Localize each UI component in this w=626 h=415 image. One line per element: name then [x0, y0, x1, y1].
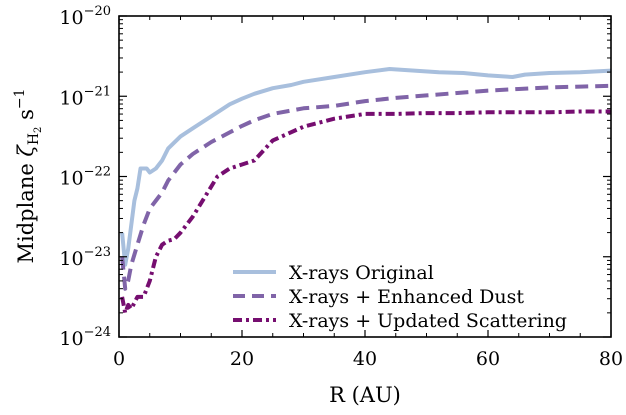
legend-label-original: X-rays Original: [289, 262, 434, 284]
x-tick-label: 0: [113, 348, 125, 370]
y-tick-label: 10−23: [59, 245, 111, 270]
plot-frame: [118, 15, 612, 338]
x-tick-label: 80: [599, 348, 623, 370]
x-tick-label: 40: [353, 348, 377, 370]
x-axis-title: R (AU): [329, 383, 401, 407]
y-tick-label: 10−22: [59, 165, 111, 190]
x-tick-label: 60: [476, 348, 500, 370]
x-tick-label: 20: [230, 348, 254, 370]
y-axis-title: Midplane ζH2 s−1: [12, 88, 44, 263]
legend: X-rays Original X-rays + Enhanced Dust X…: [233, 262, 567, 332]
y-tick-label: 10−24: [59, 325, 111, 350]
series-line-2: [120, 109, 611, 315]
legend-label-updated-scattering: X-rays + Updated Scattering: [289, 310, 567, 332]
series-line-0: [120, 67, 611, 267]
y-tick-label: 10−21: [59, 84, 111, 109]
y-tick-label: 10−20: [59, 4, 111, 29]
legend-label-enhanced-dust: X-rays + Enhanced Dust: [289, 286, 524, 308]
series-line-1: [120, 83, 611, 291]
